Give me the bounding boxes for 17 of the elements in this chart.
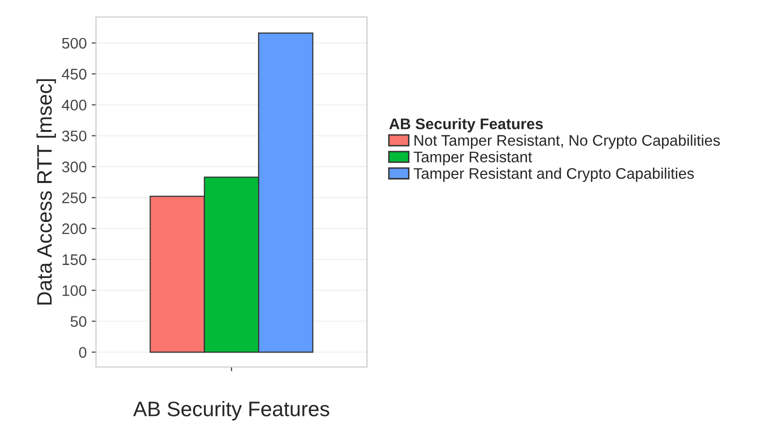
y-tick-label: 450 bbox=[62, 68, 86, 80]
y-axis-title: Data Access RTT [msec] bbox=[36, 79, 56, 305]
legend-label: Not Tamper Resistant, No Crypto Capabilities bbox=[414, 134, 720, 149]
x-axis-title: AB Security Features bbox=[133, 401, 330, 420]
y-tick-label: 350 bbox=[62, 130, 86, 142]
y-tick-label: 0 bbox=[79, 347, 86, 358]
y-tick-label: 250 bbox=[62, 192, 86, 204]
y-tick-label: 50 bbox=[70, 316, 86, 327]
legend-label: Tamper Resistant and Crypto Capabilities bbox=[414, 168, 694, 182]
y-tick-label: 300 bbox=[62, 162, 86, 172]
y-tick-label: 500 bbox=[62, 38, 86, 49]
y-tick-label: 200 bbox=[62, 223, 86, 234]
legend-title: AB Security Features bbox=[389, 118, 543, 132]
y-tick-label: 400 bbox=[62, 100, 86, 110]
y-tick-label: 150 bbox=[62, 254, 86, 266]
legend-label: Tamper Resistant bbox=[414, 151, 532, 166]
y-tick-label: 100 bbox=[62, 285, 86, 296]
